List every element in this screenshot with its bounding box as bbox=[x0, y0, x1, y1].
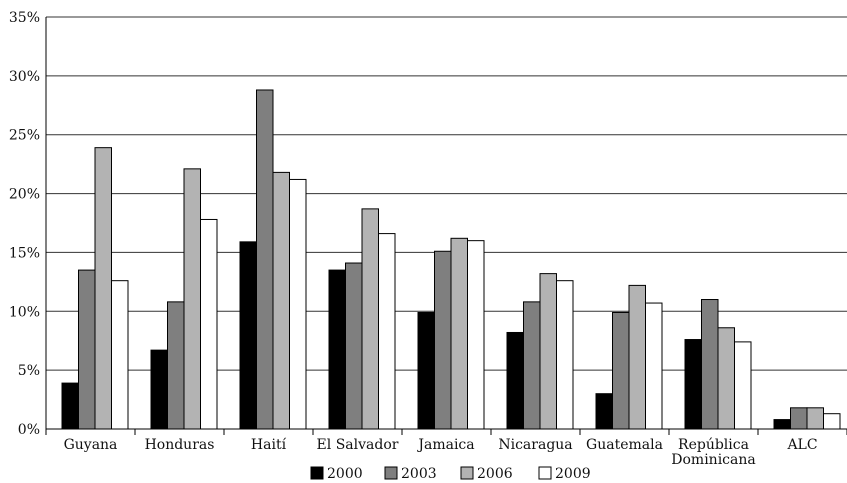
axes bbox=[45, 17, 847, 435]
y-tick-label: 20% bbox=[9, 187, 40, 203]
x-tick-label: Nicaragua bbox=[498, 437, 572, 453]
bar-2000 bbox=[506, 331, 524, 430]
bar-2006 bbox=[94, 147, 112, 430]
axis-labels: 0% 5% 10% 15% 20% 25% 30% 35% Guyana Honduras Hait… bbox=[9, 10, 818, 468]
bar-2006 bbox=[361, 208, 379, 430]
x-tick-label: Dominicana bbox=[671, 452, 755, 468]
bar-2000 bbox=[595, 393, 613, 430]
legend: 2000 2003 2006 2009 bbox=[310, 466, 591, 482]
x-tick-label: ALC bbox=[786, 437, 817, 453]
bar-2000 bbox=[61, 382, 79, 430]
legend-label: 2003 bbox=[401, 466, 437, 482]
y-tick-label: 35% bbox=[9, 10, 40, 26]
x-tick-label: Guatemala bbox=[586, 437, 663, 453]
bar-2009 bbox=[467, 240, 485, 430]
bar-2003 bbox=[612, 311, 630, 430]
bar-2000 bbox=[684, 339, 702, 430]
bar-2006 bbox=[450, 237, 468, 430]
legend-swatch-2000 bbox=[310, 466, 324, 480]
bar-2009 bbox=[823, 413, 841, 430]
bar-2003 bbox=[701, 299, 719, 430]
legend-label: 2006 bbox=[477, 466, 513, 482]
bar-2009 bbox=[111, 280, 129, 430]
bar-2003 bbox=[523, 301, 541, 430]
legend-label: 2009 bbox=[555, 466, 591, 482]
x-tick-label: Guyana bbox=[64, 437, 118, 453]
legend-swatch-2006 bbox=[460, 466, 474, 480]
bar-2003 bbox=[345, 262, 363, 430]
bar-2000 bbox=[150, 349, 168, 430]
bar-2000 bbox=[328, 269, 346, 430]
bars bbox=[61, 89, 841, 430]
bar-2009 bbox=[734, 341, 752, 430]
legend-swatch-2003 bbox=[384, 466, 398, 480]
legend-label: 2000 bbox=[327, 466, 363, 482]
bar-2006 bbox=[628, 284, 646, 430]
y-tick-label: 5% bbox=[18, 363, 40, 379]
bar-2009 bbox=[556, 280, 574, 430]
x-tick-label: Haití bbox=[251, 437, 287, 453]
bar-2006 bbox=[806, 407, 824, 430]
bar-2003 bbox=[167, 301, 185, 430]
x-tick-label: República bbox=[678, 437, 749, 453]
y-tick-label: 25% bbox=[9, 128, 40, 144]
bar-2009 bbox=[378, 233, 396, 430]
bar-2006 bbox=[183, 168, 201, 430]
bar-2006 bbox=[717, 327, 735, 430]
y-tick-label: 30% bbox=[9, 69, 40, 85]
bar-2000 bbox=[417, 311, 435, 430]
legend-swatch-2009 bbox=[538, 466, 552, 480]
bar-2009 bbox=[200, 218, 218, 430]
x-tick-label: Jamaica bbox=[416, 437, 474, 453]
x-tick-label: El Salvador bbox=[317, 437, 399, 453]
bar-2006 bbox=[539, 273, 557, 430]
bar-2009 bbox=[289, 178, 307, 430]
bar-2000 bbox=[773, 419, 791, 430]
bar-2009 bbox=[645, 302, 663, 430]
bar-2003 bbox=[256, 89, 274, 430]
bar-2003 bbox=[78, 269, 96, 430]
y-tick-label: 0% bbox=[18, 422, 40, 438]
bar-2003 bbox=[434, 250, 452, 430]
bar-2000 bbox=[239, 241, 257, 430]
bar-2003 bbox=[790, 407, 808, 430]
y-tick-label: 10% bbox=[9, 304, 40, 320]
y-tick-label: 15% bbox=[9, 245, 40, 261]
bar-2006 bbox=[272, 171, 290, 430]
x-tick-label: Honduras bbox=[145, 437, 215, 453]
